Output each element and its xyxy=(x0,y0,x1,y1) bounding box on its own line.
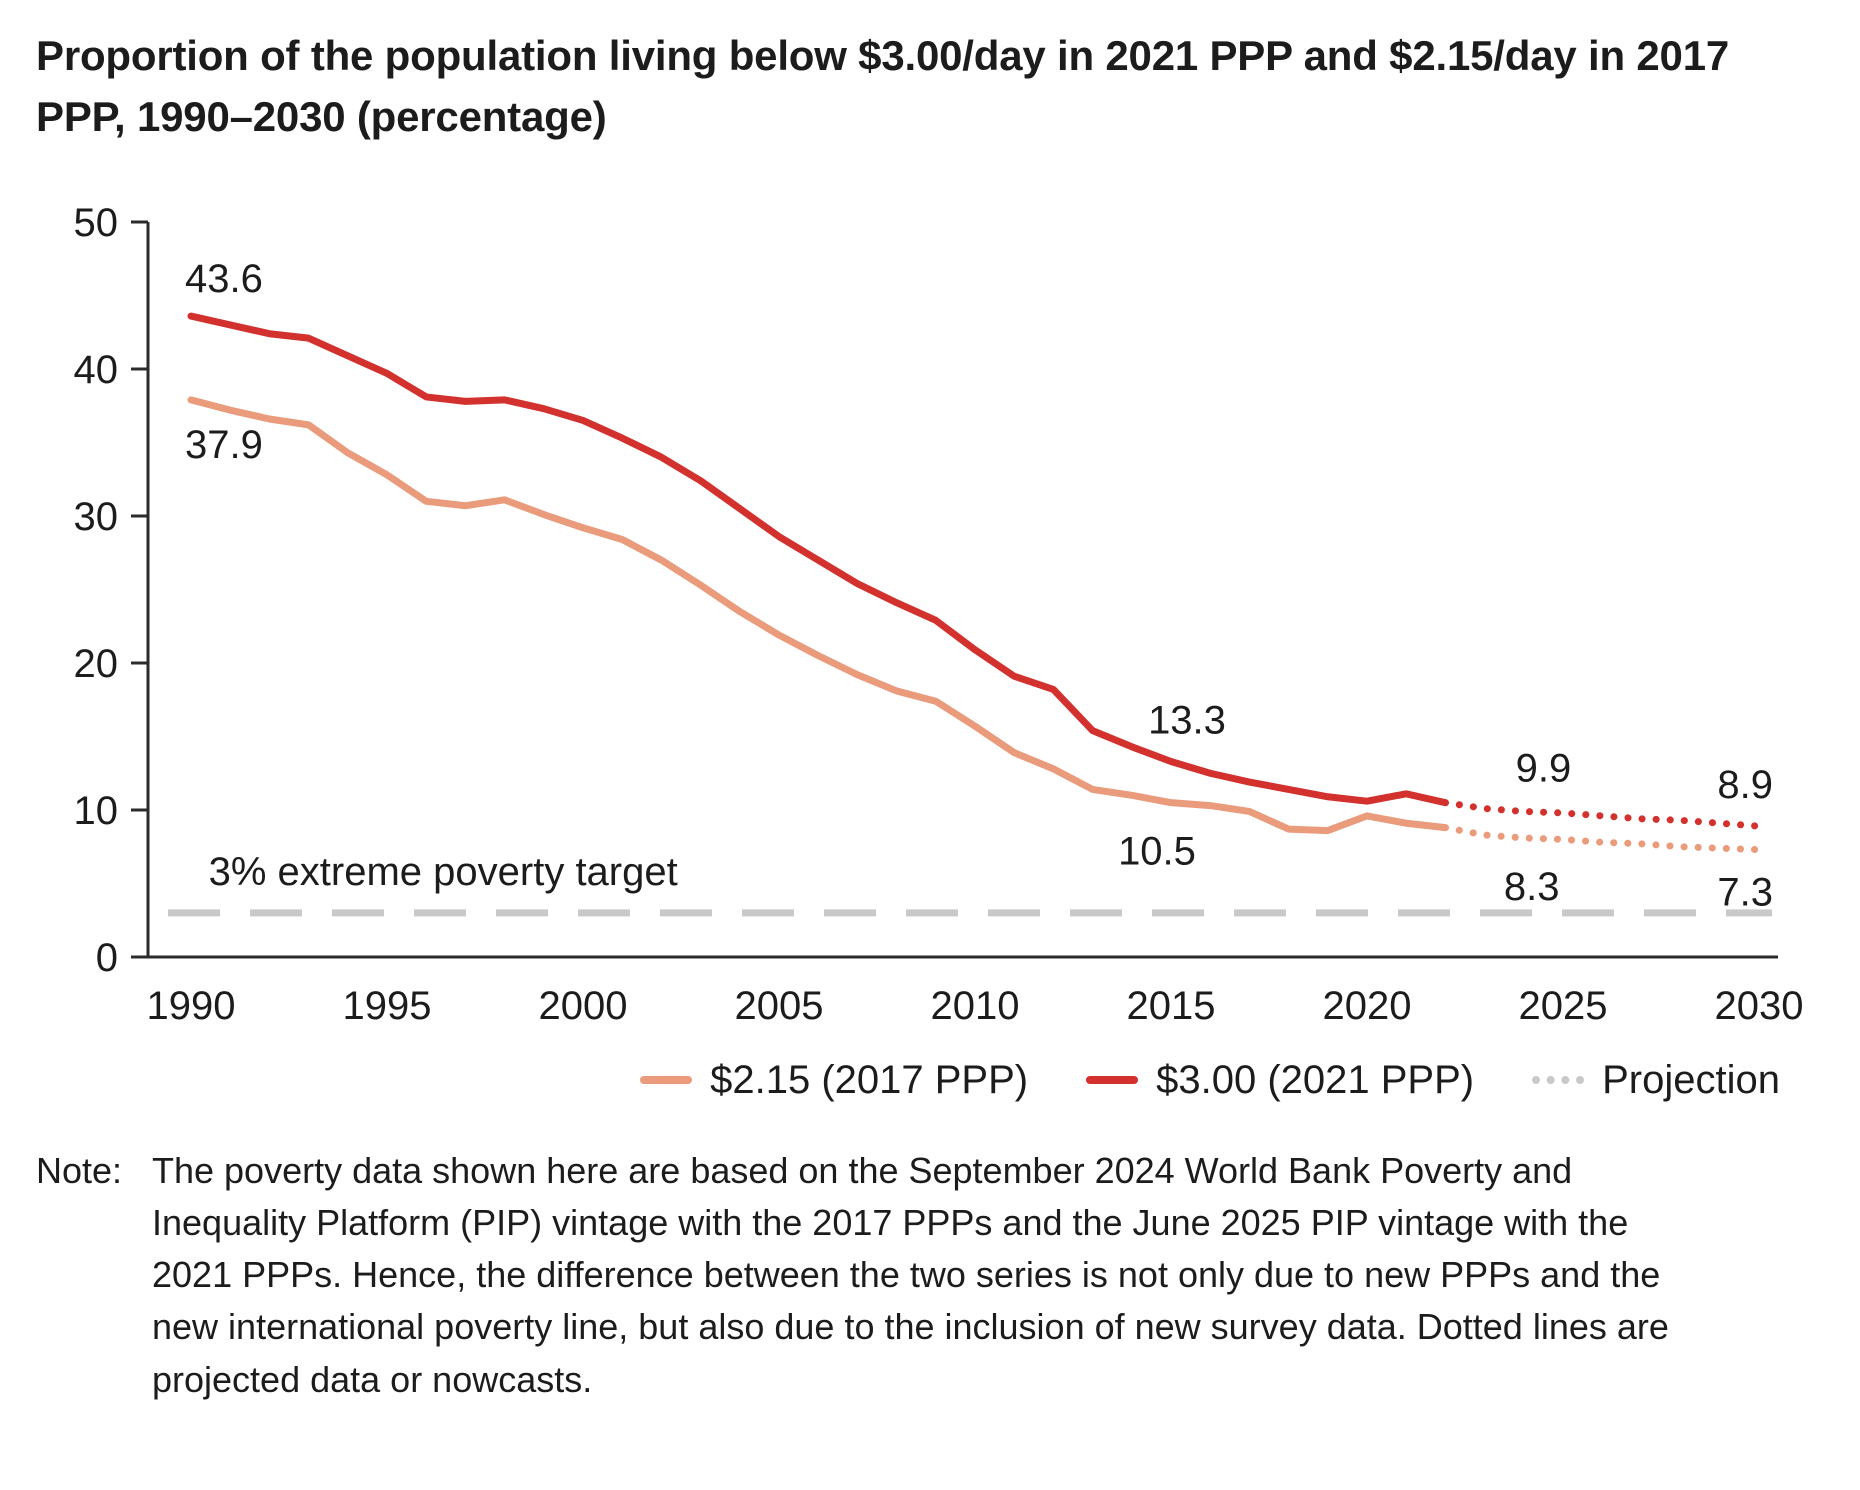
data-label: 13.3 xyxy=(1148,698,1226,742)
legend-item-300-2021ppp: $3.00 (2021 PPP) xyxy=(1086,1058,1474,1103)
y-tick-label: 40 xyxy=(74,348,119,392)
page-title: Proportion of the population living belo… xyxy=(36,32,1730,140)
legend-label: Projection xyxy=(1602,1057,1780,1102)
note: Note: The poverty data shown here are ba… xyxy=(36,1145,1824,1406)
legend-swatch-300-line xyxy=(1086,1076,1139,1085)
target-line-label: 3% extreme poverty target xyxy=(209,850,678,894)
poverty-chart-svg: 3% extreme poverty target010203040501990… xyxy=(74,201,1804,1028)
y-tick-label: 0 xyxy=(96,936,118,980)
series-300-2021ppp-line xyxy=(187,312,1449,806)
data-label: 7.3 xyxy=(1717,870,1773,914)
legend-item-215-2017ppp: $2.15 (2017 PPP) xyxy=(640,1058,1028,1103)
series-300-2021ppp-projection-line xyxy=(1441,798,1763,830)
series-215-2017ppp-projection-line xyxy=(1441,823,1763,853)
legend-label: $2.15 (2017 PPP) xyxy=(710,1057,1029,1102)
y-tick-label: 10 xyxy=(74,789,119,833)
x-tick-label: 1995 xyxy=(343,984,432,1028)
y-tick-label: 30 xyxy=(74,495,119,539)
legend-swatch-projection-dotted-line xyxy=(1532,1076,1585,1085)
x-tick-label: 2025 xyxy=(1519,984,1608,1028)
chart-legend: $2.15 (2017 PPP) $3.00 (2021 PPP) Projec… xyxy=(36,1058,1824,1103)
legend-item-projection: Projection xyxy=(1532,1058,1780,1103)
data-label: 10.5 xyxy=(1118,829,1196,873)
x-tick-label: 2020 xyxy=(1323,984,1412,1028)
series-215-2017ppp-line xyxy=(187,396,1449,834)
data-label: 43.6 xyxy=(185,257,263,301)
x-tick-label: 2010 xyxy=(931,984,1020,1028)
x-tick-label: 2000 xyxy=(539,984,628,1028)
data-label: 8.3 xyxy=(1504,865,1560,909)
x-tick-label: 2015 xyxy=(1127,984,1216,1028)
y-tick-label: 50 xyxy=(74,201,119,245)
x-tick-label: 2005 xyxy=(735,984,824,1028)
legend-label: $3.00 (2021 PPP) xyxy=(1156,1057,1475,1102)
data-label: 37.9 xyxy=(185,423,263,467)
x-tick-label: 2030 xyxy=(1715,984,1804,1028)
y-tick-label: 20 xyxy=(74,642,119,686)
note-text: The poverty data shown here are based on… xyxy=(152,1149,1669,1400)
note-label: Note: xyxy=(36,1149,123,1191)
data-label: 9.9 xyxy=(1516,746,1572,790)
data-label: 8.9 xyxy=(1717,763,1773,807)
legend-swatch-215-line xyxy=(640,1076,693,1085)
x-tick-label: 1990 xyxy=(147,984,236,1028)
